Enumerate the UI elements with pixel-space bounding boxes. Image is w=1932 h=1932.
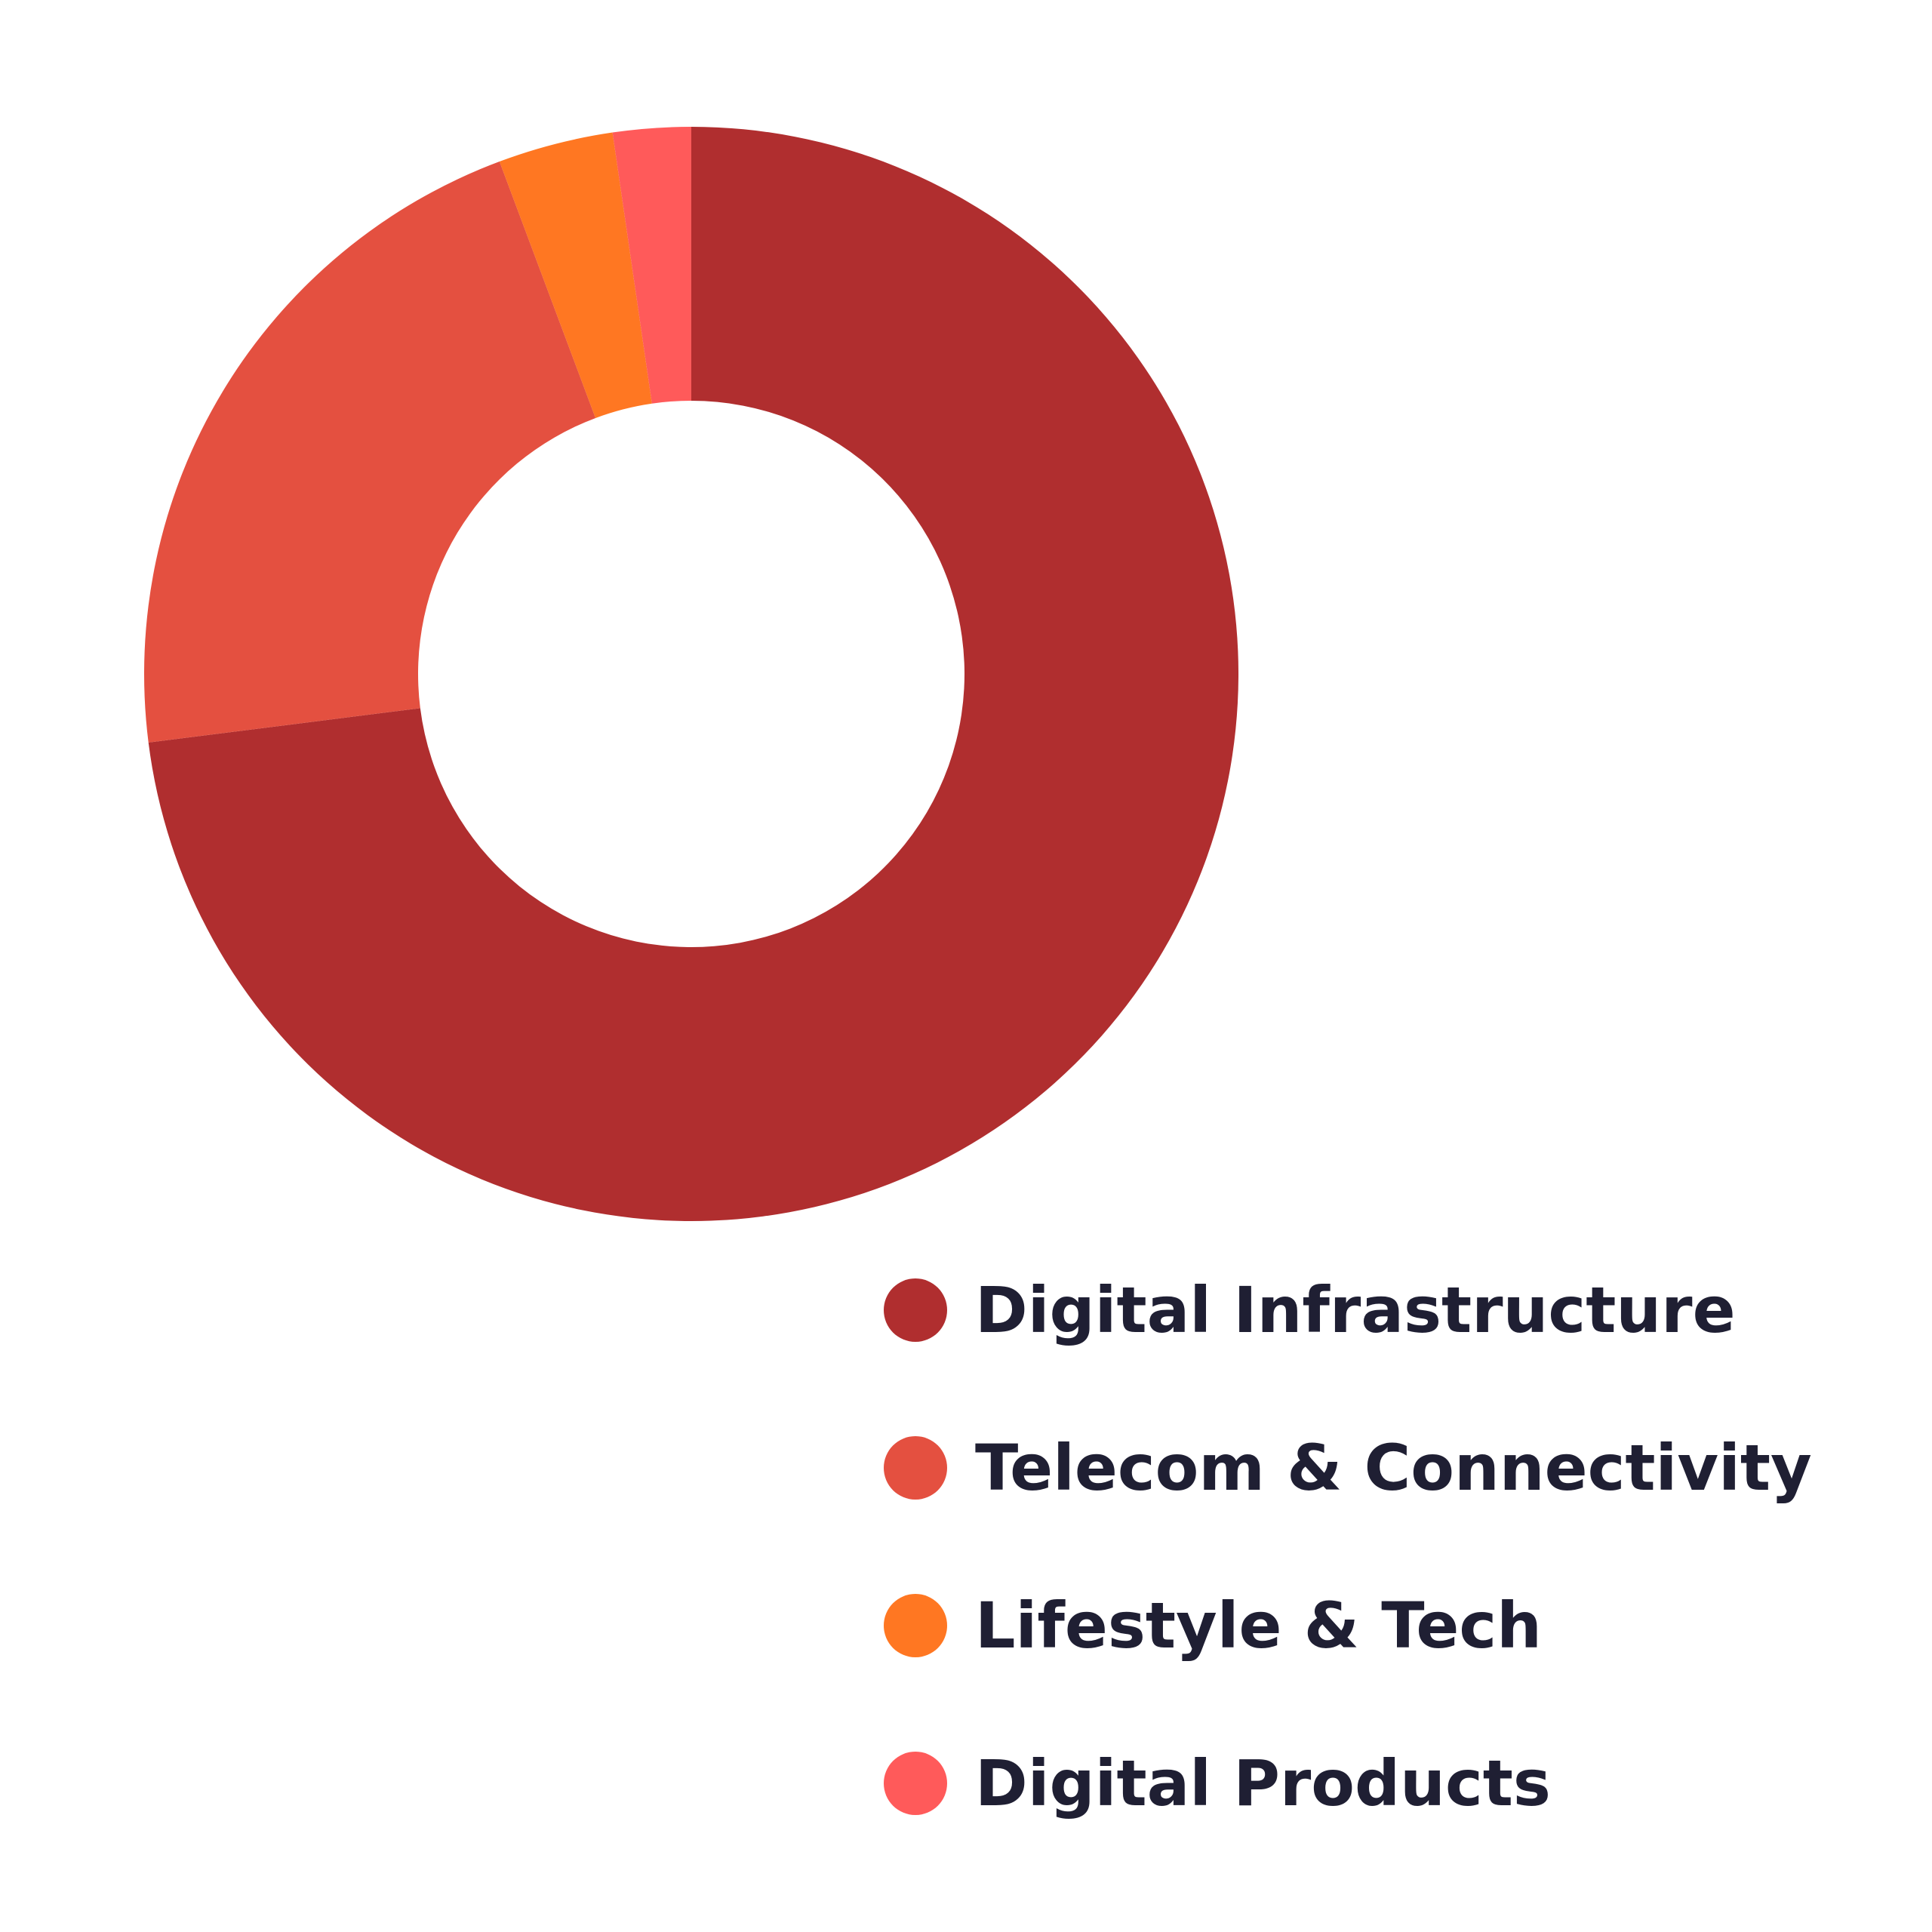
legend-item-digital-infrastructure: Digital Infrastructure (884, 1273, 1736, 1347)
slice-digital-products (612, 127, 691, 404)
legend-swatch-lifestyle-tech (884, 1594, 947, 1657)
legend-swatch-telecom-connectivity (884, 1436, 947, 1500)
chart-legend: Digital Infrastructure Telecom & Connecti… (884, 1273, 1812, 1820)
legend-swatch-digital-products (884, 1752, 947, 1815)
legend-item-digital-products: Digital Products (884, 1746, 1551, 1820)
legend-item-lifestyle-tech: Lifestyle & Tech (884, 1589, 1542, 1663)
legend-swatch-digital-infrastructure (884, 1278, 947, 1342)
chart-slices (144, 127, 1239, 1222)
legend-item-telecom-connectivity: Telecom & Connectivity (884, 1431, 1812, 1505)
legend-label-digital-products: Digital Products (975, 1746, 1551, 1820)
slice-lifestyle-tech (499, 132, 652, 418)
legend-label-digital-infrastructure: Digital Infrastructure (975, 1273, 1736, 1347)
slice-telecom-connectivity (144, 162, 596, 743)
slice-digital-infrastructure (148, 127, 1239, 1222)
legend-label-telecom-connectivity: Telecom & Connectivity (975, 1431, 1812, 1505)
legend-label-lifestyle-tech: Lifestyle & Tech (975, 1589, 1542, 1663)
